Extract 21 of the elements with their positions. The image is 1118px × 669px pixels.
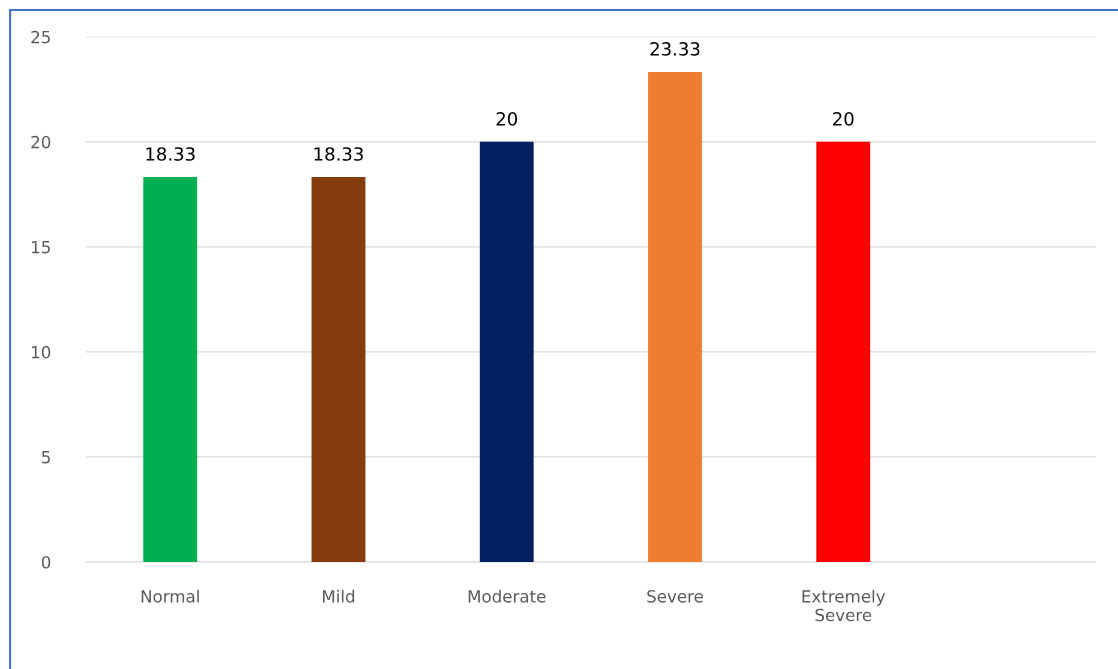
y-tick-label: 10 [31,345,51,359]
x-tick-label: Normal [141,589,199,603]
y-tick-label: 25 [31,30,50,44]
data-label: 18.33 [146,147,195,161]
x-tick-label: Mild [323,589,355,603]
y-tick-label: 15 [31,241,50,254]
x-tick-label: Severe [647,590,703,603]
y-tick-label: 5 [42,451,50,464]
y-tick-label: 0 [41,555,51,569]
bar [816,141,871,562]
x-tick-label: Extremely Severe [802,589,886,622]
data-label: 18.33 [314,147,363,161]
bar [143,176,198,562]
data-label: 20 [833,112,854,126]
y-tick-label: 20 [31,135,51,149]
data-label: 20 [496,112,518,126]
data-label: 23.33 [650,42,700,56]
bar [479,141,534,562]
x-tick-label: Moderate [468,589,546,603]
bar [311,176,366,562]
bar [648,71,702,562]
